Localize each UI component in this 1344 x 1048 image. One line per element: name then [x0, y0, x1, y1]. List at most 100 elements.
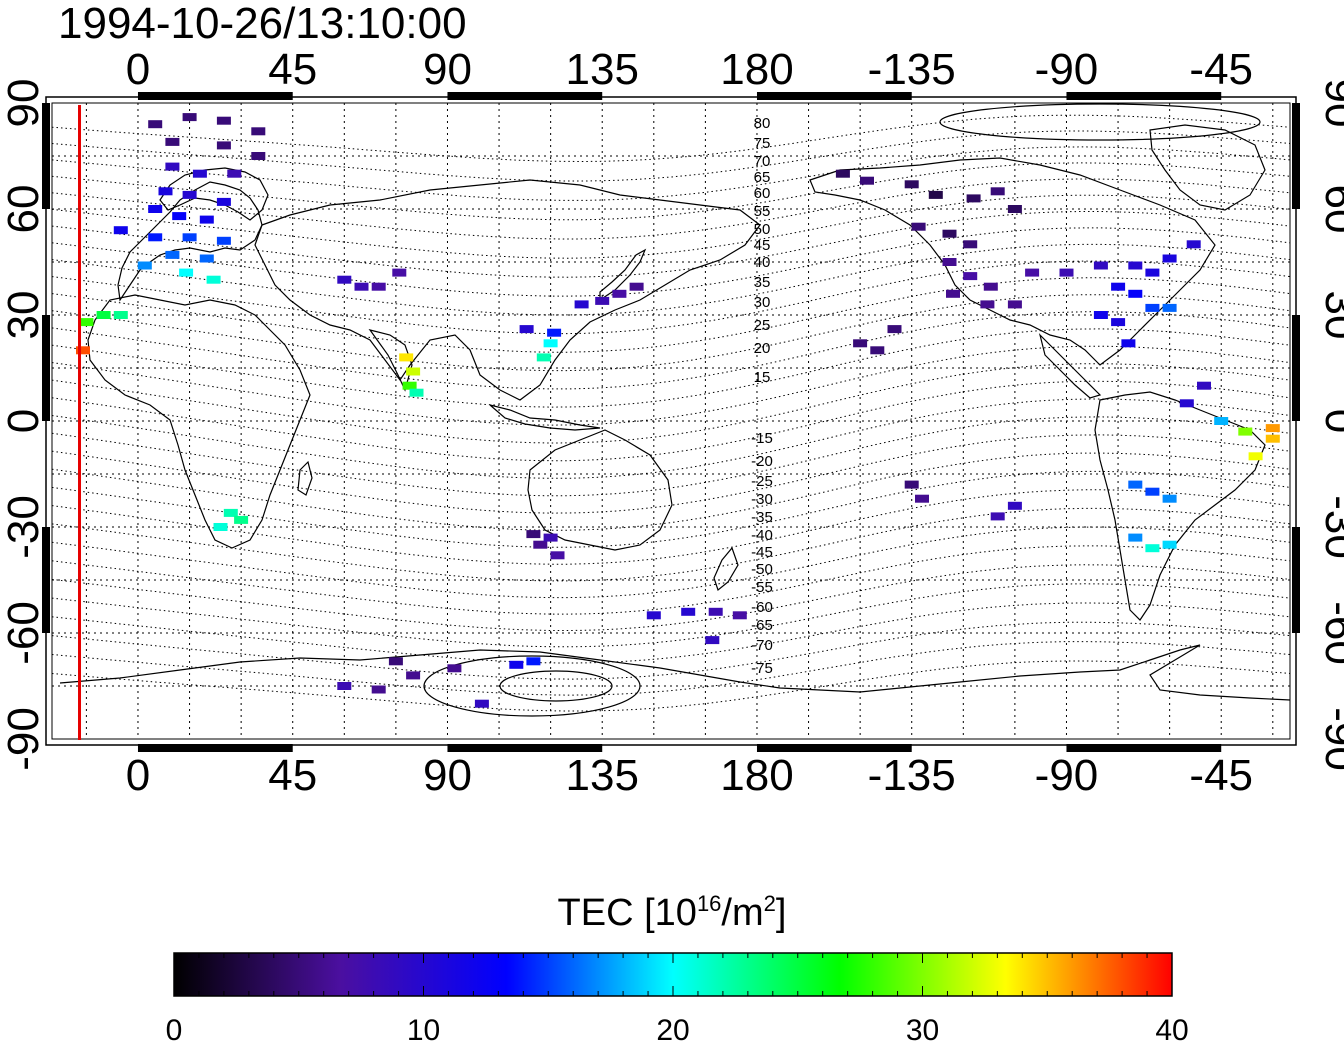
tec-point — [96, 311, 111, 319]
contour-line — [51, 621, 1291, 680]
tec-point — [574, 300, 589, 309]
tec-point — [137, 261, 152, 270]
x-tick-label-top: 0 — [126, 45, 150, 94]
y-tick-label-right: 0 — [1316, 409, 1344, 433]
tec-point — [543, 533, 558, 542]
tec-point — [113, 226, 128, 235]
tec-point — [646, 611, 661, 620]
frame-band-right — [1292, 527, 1300, 633]
contour-label: 40 — [754, 254, 771, 271]
contour-line — [51, 583, 1291, 648]
tec-point — [1248, 452, 1263, 461]
contour-line — [51, 564, 1291, 631]
tec-point — [853, 339, 868, 348]
frame-band-top — [756, 92, 912, 100]
tec-point — [1197, 381, 1211, 390]
tec-point — [199, 215, 214, 224]
tec-point — [474, 699, 489, 708]
contour-label: 75 — [754, 135, 771, 152]
x-axis-top-labels: 0 45 90 135 180 -135 -90 -45 — [126, 45, 1253, 94]
tec-point — [963, 272, 978, 281]
y-tick-label-right: -90 — [1316, 707, 1344, 771]
coast-greenland — [1149, 124, 1266, 211]
graticule-grid — [52, 103, 1290, 739]
frame-band-right — [1292, 103, 1300, 209]
contour-line — [51, 227, 1291, 297]
contour-label: -50 — [751, 561, 773, 578]
contour-line — [51, 243, 1291, 316]
tec-point — [406, 671, 421, 680]
tec-point — [182, 233, 197, 242]
coast-north-america — [809, 157, 1216, 366]
tec-point — [399, 353, 414, 362]
tec-point — [946, 289, 960, 298]
tec-point — [1111, 318, 1126, 327]
tec-point — [983, 282, 998, 291]
frame-band-top — [137, 92, 293, 100]
coast-india — [368, 329, 413, 392]
tec-point — [1162, 254, 1177, 263]
tec-point — [1162, 494, 1177, 503]
contour-label: -60 — [751, 599, 773, 616]
y-tick-label-left: 60 — [0, 185, 48, 234]
contour-label: -70 — [751, 637, 773, 654]
x-tick-label-top: -90 — [1035, 45, 1099, 94]
colorbar-tick-label: 40 — [1155, 1014, 1188, 1047]
tec-point — [990, 512, 1005, 521]
colorbar-tick-label: 30 — [906, 1014, 939, 1047]
contour-line — [51, 146, 1291, 201]
x-tick-label-bottom: 90 — [423, 751, 472, 800]
contour-line — [51, 470, 1291, 548]
colorbar-tick-label: 10 — [407, 1014, 440, 1047]
tec-point — [1007, 300, 1022, 309]
coast-madagascar — [297, 460, 313, 496]
tec-point — [1093, 261, 1108, 270]
tec-point — [519, 325, 534, 334]
x-tick-label-bottom: 180 — [720, 751, 793, 800]
coast-asia — [254, 179, 761, 401]
tec-point — [165, 250, 180, 259]
frame-band-bottom — [756, 744, 912, 752]
tec-point — [182, 113, 197, 122]
tec-point — [1238, 427, 1253, 436]
tec-point — [543, 339, 558, 348]
tec-point — [158, 187, 173, 196]
contour-line — [51, 452, 1291, 531]
tec-point — [216, 197, 231, 206]
tec-point — [550, 551, 565, 560]
tec-point — [536, 353, 551, 362]
tec-point — [148, 233, 163, 242]
axis-frame-bands — [42, 92, 1300, 752]
tec-point — [1128, 480, 1143, 489]
tec-point — [1265, 424, 1280, 433]
y-tick-label-left: 0 — [0, 409, 48, 433]
tec-point — [1128, 289, 1143, 298]
contour-label: 55 — [754, 203, 771, 220]
tec-point — [732, 611, 747, 620]
contour-label: 20 — [754, 340, 771, 357]
x-tick-label-bottom: 45 — [268, 751, 317, 800]
contour-line — [51, 641, 1291, 696]
frame-band-bottom — [447, 744, 603, 752]
tec-point — [1145, 268, 1160, 277]
tec-point — [148, 120, 163, 129]
tec-point — [681, 607, 696, 616]
tec-point — [1007, 205, 1022, 213]
x-tick-label-bottom: -45 — [1189, 751, 1253, 800]
tec-point — [708, 607, 723, 616]
contour-label: 15 — [754, 369, 771, 386]
contour-line — [51, 507, 1291, 582]
tec-point — [966, 194, 981, 203]
x-tick-label-bottom: -90 — [1035, 751, 1099, 800]
contour-line — [51, 277, 1291, 353]
tec-point — [213, 523, 228, 531]
x-tick-label-top: 135 — [566, 45, 639, 94]
tec-point — [928, 190, 943, 199]
tec-point — [192, 169, 207, 178]
tec-point — [148, 205, 163, 213]
frame-band-bottom — [1066, 744, 1222, 752]
frame-band-top — [447, 92, 603, 100]
tec-point — [1179, 399, 1194, 408]
tec-point — [1059, 268, 1074, 277]
